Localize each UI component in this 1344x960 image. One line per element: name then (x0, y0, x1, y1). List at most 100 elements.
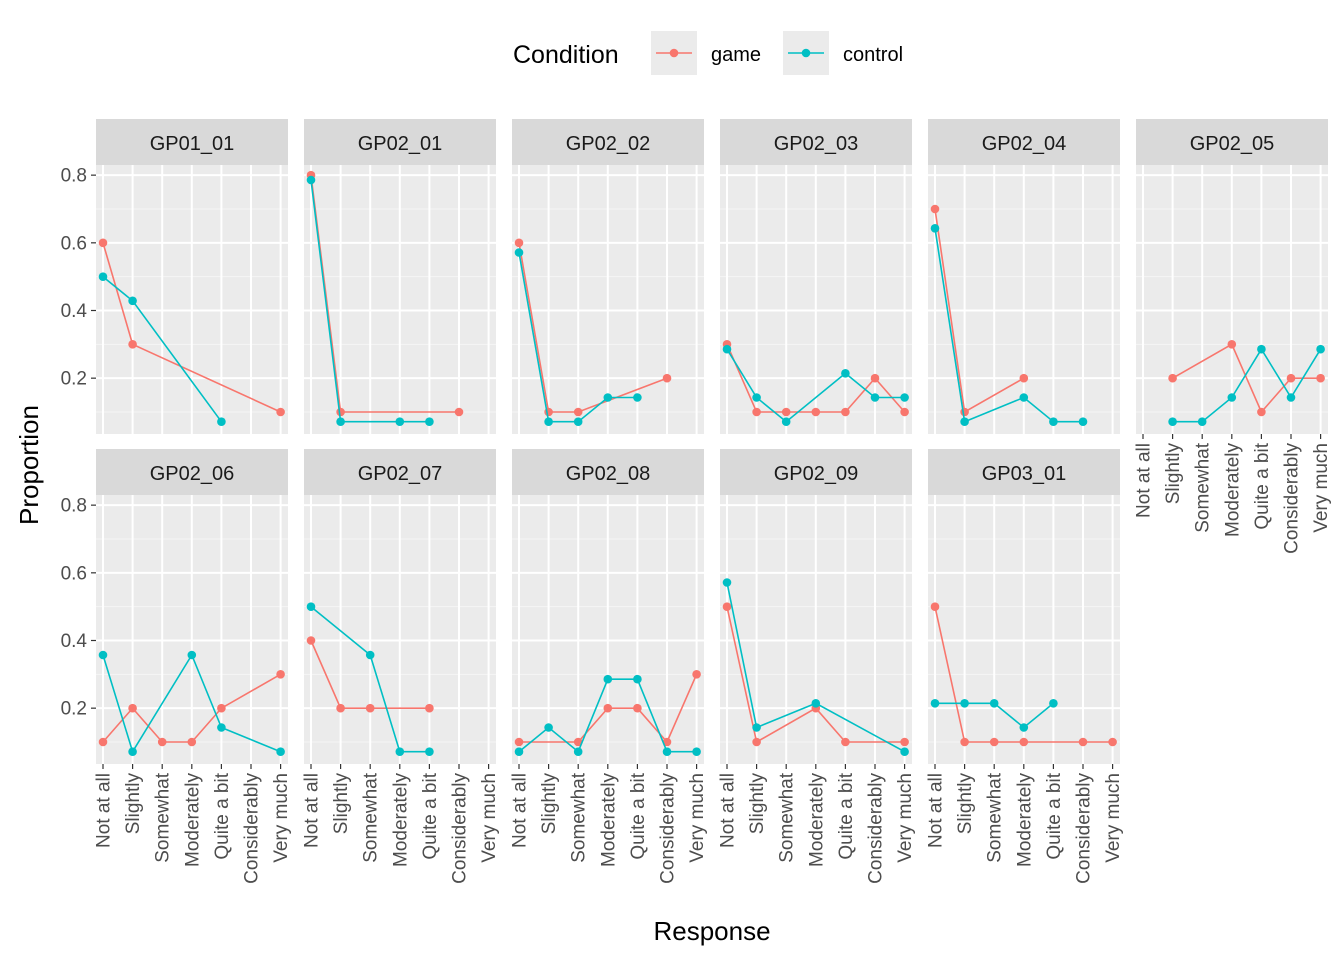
x-tick-label: Very much (1311, 443, 1332, 533)
data-point-game (960, 737, 969, 747)
data-point-game (930, 204, 940, 214)
data-point-game (1019, 373, 1029, 383)
series-line-control (726, 582, 905, 753)
x-tick-label: Not at all (302, 773, 323, 848)
x-tick-label: Moderately (182, 773, 203, 867)
facet-strip (512, 119, 704, 165)
data-point-control (633, 674, 642, 684)
data-point-game (1019, 737, 1029, 747)
facet-panel-GP02_03: GP02_03 (720, 119, 912, 434)
data-point-control (395, 417, 405, 427)
facet-strip-label: GP02_01 (358, 133, 443, 155)
legend-keys: game control (651, 31, 903, 75)
data-point-game (336, 703, 345, 713)
data-point-control (365, 650, 375, 660)
data-point-game (1316, 373, 1325, 383)
x-tick-label: Moderately (806, 773, 827, 867)
series-line-game (102, 673, 281, 743)
data-point-control (128, 296, 137, 306)
data-point-game (573, 407, 583, 417)
data-point-control (633, 393, 642, 402)
facet-strip-label: GP02_05 (1190, 133, 1275, 155)
facet-strip (720, 119, 912, 165)
legend: Condition game control (513, 31, 903, 75)
facet-panel-GP02_02: GP02_02 (512, 119, 704, 434)
data-point-control (1019, 393, 1029, 402)
data-point-control (276, 747, 285, 756)
x-tick-label: Considerably (866, 773, 887, 884)
data-point-game (811, 407, 821, 417)
data-point-game (662, 737, 672, 747)
series-line-control (1172, 347, 1322, 423)
data-point-control (722, 578, 732, 587)
data-point-control (1078, 417, 1088, 427)
data-point-game (514, 238, 524, 248)
facet-strip (1136, 119, 1328, 165)
facet-strip-label: GP02_02 (566, 133, 651, 155)
facet-strip-label: GP02_03 (774, 133, 859, 155)
data-point-game (960, 407, 969, 417)
x-tick-label: Somewhat (985, 772, 1006, 862)
data-point-control (1168, 417, 1177, 427)
x-tick-label: Not at all (510, 773, 531, 848)
data-point-game (306, 636, 316, 645)
data-point-game (157, 737, 167, 747)
data-point-control (841, 369, 850, 378)
y-tick-label: 0.8 (61, 496, 87, 517)
data-point-control (752, 723, 761, 732)
series-line-game (519, 673, 698, 744)
x-tick-label: Moderately (1014, 773, 1035, 867)
data-point-game (900, 407, 909, 417)
series-line-control (726, 348, 905, 423)
data-point-game (692, 670, 701, 679)
data-point-game (633, 703, 642, 713)
data-point-control (128, 747, 137, 756)
data-point-game (276, 670, 285, 679)
data-point-game (1108, 737, 1117, 747)
data-point-control (425, 747, 434, 756)
facet-strip (304, 119, 496, 165)
y-tick-label: 0.6 (61, 563, 87, 584)
data-point-control (692, 747, 701, 756)
legend-label-game: game (711, 44, 761, 66)
facet-strip-label: GP02_08 (566, 463, 651, 485)
facet-strip (96, 119, 288, 165)
data-point-control (722, 344, 732, 354)
x-tick-label: Considerably (658, 773, 679, 884)
data-point-game (930, 602, 940, 611)
facet-panel-GP03_01: GP03_01 (928, 449, 1120, 764)
facet-strip (928, 449, 1120, 495)
data-point-control (1257, 344, 1266, 354)
legend-point-control (801, 48, 811, 58)
data-point-game (425, 703, 434, 713)
data-point-game (781, 407, 791, 417)
x-tick-label: Slightly (123, 773, 144, 835)
facet-panel-GP02_01: GP02_01 (304, 119, 496, 434)
x-tick-label: Quite a bit (420, 772, 441, 859)
data-point-game (128, 703, 137, 713)
x-tick-label: Somewhat (777, 772, 798, 862)
y-tick-label: 0.8 (61, 166, 87, 187)
data-point-control (930, 224, 940, 233)
series-line-game (518, 242, 668, 413)
data-point-control (662, 747, 672, 756)
x-tick-label: Moderately (390, 773, 411, 867)
data-point-game (900, 737, 909, 747)
y-tick-label: 0.2 (61, 369, 87, 390)
data-point-control (514, 248, 524, 257)
data-point-control (1019, 723, 1029, 732)
data-point-control (603, 393, 613, 402)
facet-panel-GP02_04: GP02_04 (928, 119, 1120, 434)
legend-point-game (669, 48, 679, 58)
axes-layer: 0.2 0.4 0.6 0.8 Not at all Slightly Somewhat Mo… (61, 166, 1333, 884)
data-point-game (454, 407, 464, 417)
data-point-game (841, 737, 850, 747)
data-point-control (989, 699, 999, 708)
x-tick-label: Quite a bit (1044, 772, 1065, 859)
data-point-control (752, 393, 761, 402)
x-tick-label: Quite a bit (628, 772, 649, 859)
x-tick-label: Considerably (242, 773, 263, 884)
data-point-game (752, 737, 761, 747)
data-point-control (217, 417, 226, 427)
x-tick-label: Quite a bit (212, 772, 233, 859)
